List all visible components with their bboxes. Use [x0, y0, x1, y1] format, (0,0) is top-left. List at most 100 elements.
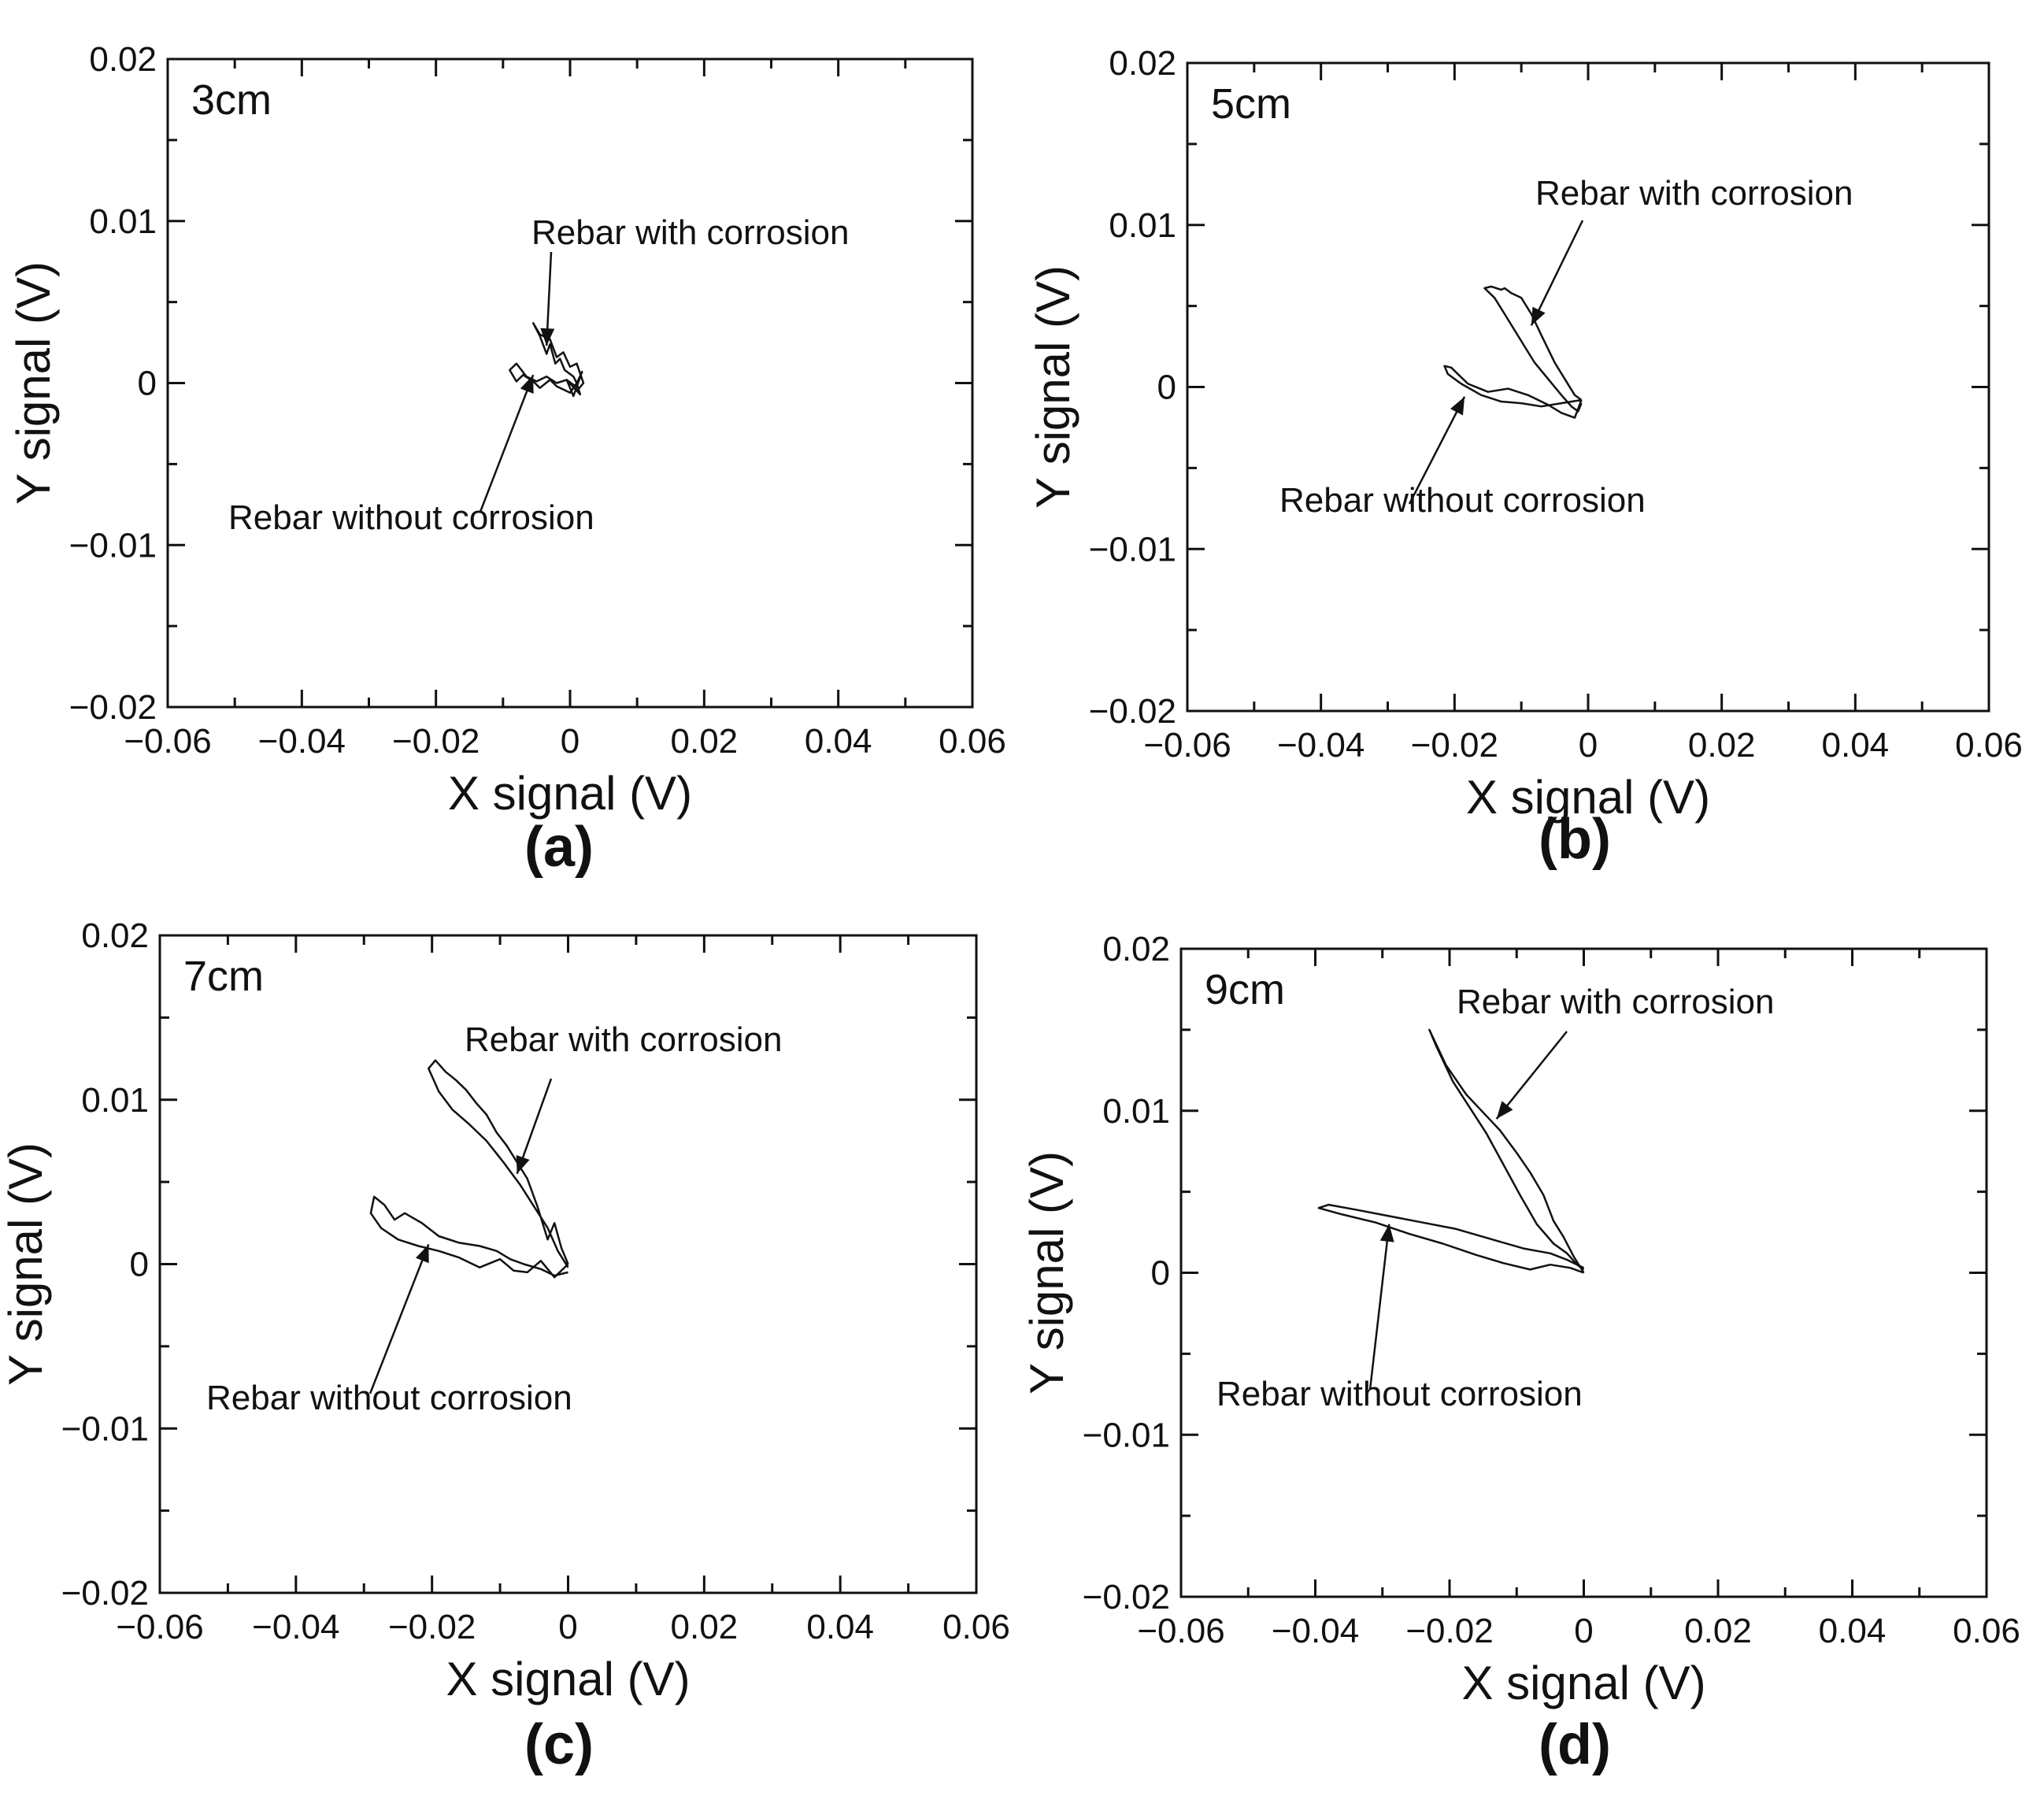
y-axis-label: Y signal (V) — [7, 261, 60, 505]
x-tick-label: 0.06 — [1953, 1612, 2020, 1650]
x-tick-label: 0 — [558, 1608, 577, 1646]
x-axis-label: X signal (V) — [1466, 771, 1710, 824]
annotation-arrow-head — [1379, 1224, 1394, 1242]
y-tick-label: 0.01 — [81, 1081, 149, 1120]
y-tick-label: −0.02 — [61, 1574, 149, 1613]
y-tick-label: −0.01 — [69, 526, 157, 565]
x-tick-label: −0.02 — [1411, 726, 1498, 765]
annotation-arrow-shaft — [1368, 1224, 1390, 1390]
inset-depth-label: 3cm — [191, 76, 272, 124]
x-tick-label: 0.04 — [805, 722, 872, 761]
x-tick-label: −0.06 — [116, 1608, 203, 1646]
x-tick-label: 0.06 — [942, 1608, 1010, 1646]
x-tick-label: 0.06 — [1955, 726, 2023, 765]
x-axis-label: X signal (V) — [446, 1653, 690, 1705]
annotation-arrow-shaft — [368, 1243, 430, 1394]
plot-frame — [1186, 61, 1990, 713]
y-tick-label: −0.01 — [61, 1409, 149, 1448]
panel-label: (b) — [1539, 808, 1611, 871]
x-tick-label: −0.02 — [1405, 1612, 1493, 1650]
y-tick-label: 0.02 — [1102, 930, 1170, 968]
y-tick-label: 0.01 — [1109, 206, 1176, 245]
x-tick-label: 0 — [1574, 1612, 1593, 1650]
series-line-without-corrosion — [369, 1195, 569, 1279]
series-line-with-corrosion — [1483, 285, 1583, 413]
panel-label: (c) — [524, 1713, 594, 1776]
x-tick-label: 0.04 — [806, 1608, 874, 1646]
x-axis-label: X signal (V) — [448, 767, 692, 820]
x-tick-label: 0 — [561, 722, 580, 761]
y-tick-label: 0.02 — [89, 40, 157, 79]
inset-depth-label: 5cm — [1211, 80, 1291, 128]
annotation-with-corrosion: Rebar with corrosion — [1457, 983, 1775, 1021]
y-axis-label: Y signal (V) — [1027, 265, 1079, 509]
x-tick-label: −0.04 — [258, 722, 346, 761]
chart-panel-b: −0.06 −0.04 −0.02 0 0.02 0.04 0.06 −0.02 −0.01 0 0… — [1027, 44, 2023, 871]
annotation-without-corrosion: Rebar without corrosion — [1279, 481, 1646, 520]
series-line-with-corrosion — [1428, 1028, 1585, 1274]
annotation-arrow-shaft — [1408, 396, 1466, 505]
x-tick-label: 0.06 — [939, 722, 1006, 761]
annotation-arrow-head — [415, 1244, 429, 1264]
y-tick-label: −0.01 — [1083, 1416, 1170, 1454]
annotation-arrow-head — [516, 1154, 530, 1174]
x-tick-label: −0.06 — [124, 722, 211, 761]
x-tick-label: −0.06 — [1137, 1612, 1224, 1650]
x-tick-label: 0.04 — [1819, 1612, 1887, 1650]
y-axis-label: Y signal (V) — [0, 1142, 52, 1386]
annotation-with-corrosion: Rebar with corrosion — [531, 213, 850, 252]
x-tick-label: 0 — [1579, 726, 1598, 765]
annotation-without-corrosion: Rebar without corrosion — [228, 498, 594, 537]
x-tick-label: 0.02 — [1684, 1612, 1752, 1650]
x-tick-label: 0.04 — [1822, 726, 1890, 765]
x-tick-label: −0.02 — [392, 722, 480, 761]
chart-panel-a: −0.06 −0.04 −0.02 0 0.02 0.04 0.06 −0.02 −0.01 0 0… — [7, 40, 1006, 879]
series-line-with-corrosion — [428, 1059, 569, 1268]
chart-panel-c: −0.06 −0.04 −0.02 0 0.02 0.04 0.06 −0.02 −0.01 0 0… — [0, 916, 1010, 1776]
x-axis-label: X signal (V) — [1461, 1657, 1705, 1709]
panel-label: (a) — [524, 816, 594, 879]
y-tick-label: −0.02 — [1089, 692, 1176, 731]
annotation-arrow-shaft — [1495, 1031, 1568, 1120]
x-tick-label: −0.04 — [252, 1608, 339, 1646]
series-line-with-corrosion — [531, 322, 585, 392]
annotation-arrow-head — [1450, 396, 1465, 416]
x-tick-label: −0.02 — [388, 1608, 476, 1646]
annotation-arrow-head — [1496, 1101, 1513, 1120]
chart-panel-d: −0.06 −0.04 −0.02 0 0.02 0.04 0.06 −0.02 −0.01 0 0… — [1020, 930, 2020, 1776]
panel-label: (d) — [1539, 1713, 1611, 1776]
y-tick-label: 0.02 — [1109, 44, 1176, 83]
annotation-arrow-head — [520, 375, 534, 394]
y-tick-label: 0 — [1151, 1254, 1170, 1293]
series-line-without-corrosion — [1443, 365, 1583, 419]
annotation-arrow-shaft — [479, 374, 535, 513]
y-tick-label: −0.01 — [1089, 530, 1176, 568]
x-tick-label: −0.04 — [1272, 1612, 1359, 1650]
y-tick-label: 0.01 — [89, 202, 157, 241]
x-tick-label: 0.02 — [1688, 726, 1756, 765]
series-line-without-corrosion — [509, 362, 583, 398]
inset-depth-label: 9cm — [1205, 966, 1285, 1013]
annotation-arrow-head — [1531, 306, 1546, 326]
annotation-arrow-head — [540, 328, 555, 346]
inset-depth-label: 7cm — [183, 953, 264, 1000]
x-tick-label: −0.04 — [1277, 726, 1365, 765]
annotation-with-corrosion: Rebar with corrosion — [1535, 174, 1853, 213]
y-tick-label: 0 — [138, 365, 157, 403]
annotation-without-corrosion: Rebar without corrosion — [1216, 1375, 1583, 1413]
annotation-without-corrosion: Rebar without corrosion — [206, 1379, 572, 1417]
annotation-with-corrosion: Rebar with corrosion — [465, 1020, 783, 1059]
x-tick-label: 0.02 — [671, 1608, 739, 1646]
x-tick-label: 0.02 — [671, 722, 739, 761]
y-tick-label: 0 — [1157, 368, 1176, 407]
series-line-without-corrosion — [1317, 1203, 1585, 1274]
y-tick-label: −0.02 — [69, 688, 157, 727]
y-tick-label: 0 — [130, 1246, 149, 1284]
y-tick-label: 0.01 — [1102, 1092, 1170, 1131]
y-axis-label: Y signal (V) — [1020, 1151, 1073, 1394]
x-tick-label: −0.06 — [1143, 726, 1231, 765]
y-tick-label: 0.02 — [81, 916, 149, 955]
annotation-arrow-shaft — [1530, 220, 1584, 326]
y-tick-label: −0.02 — [1083, 1578, 1170, 1616]
